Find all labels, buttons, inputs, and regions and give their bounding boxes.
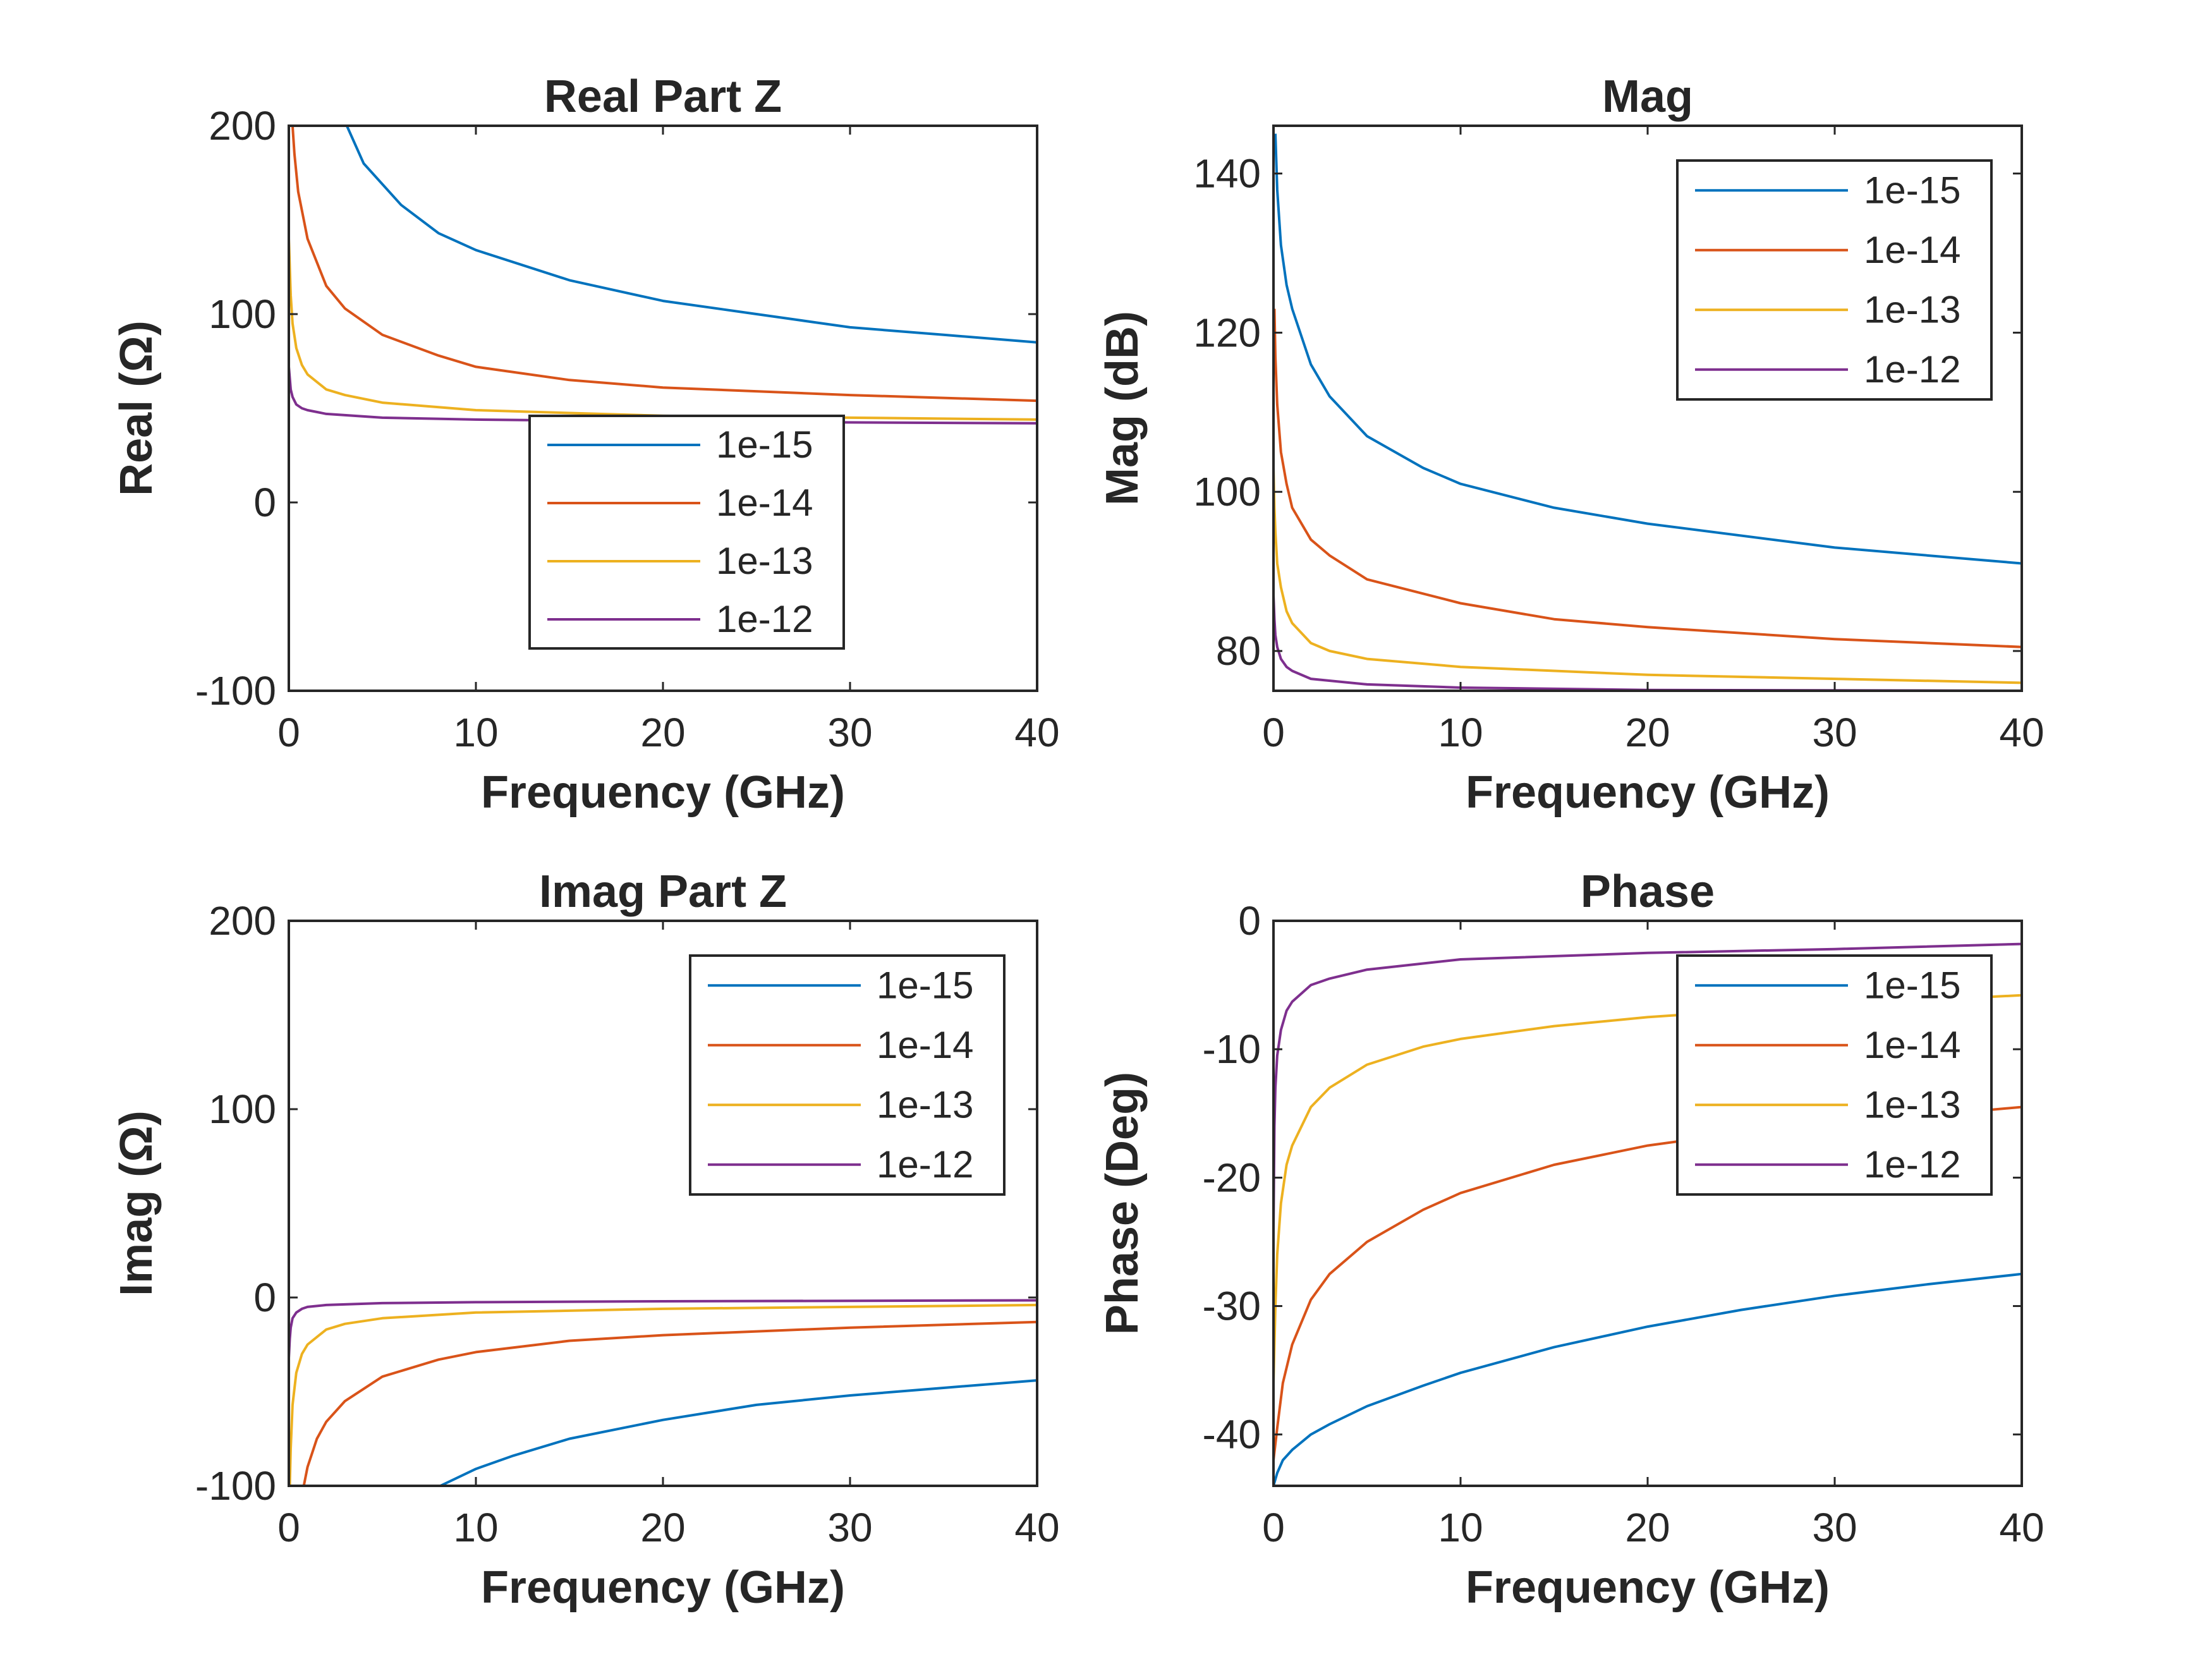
y-axis-label: Real (Ω) xyxy=(111,320,162,496)
legend: 1e-15 1e-14 1e-13 1e-12 xyxy=(689,954,1006,1196)
x-axis-label: Frequency (GHz) xyxy=(1466,767,1830,818)
x-tick-label: 20 xyxy=(640,710,685,755)
y-tick-label: 100 xyxy=(1193,469,1261,514)
legend-label: 1e-13 xyxy=(1864,1083,1960,1126)
y-axis-label: Phase (Deg) xyxy=(1097,1072,1148,1335)
legend-box xyxy=(689,954,1006,1196)
series-line-1e-15 xyxy=(1273,1272,2022,1486)
legend-label: 1e-14 xyxy=(877,1024,973,1066)
chart-title: Imag Part Z xyxy=(539,866,787,917)
legend-label: 1e-14 xyxy=(1864,229,1960,271)
x-tick-label: 20 xyxy=(1625,710,1670,755)
y-axis-label: Imag (Ω) xyxy=(111,1110,162,1296)
x-tick-label: 20 xyxy=(1625,1505,1670,1550)
x-tick-label: 0 xyxy=(277,710,300,755)
legend-label: 1e-15 xyxy=(877,964,973,1006)
legend-label: 1e-14 xyxy=(716,482,813,524)
y-tick-label: -100 xyxy=(195,1463,276,1509)
x-tick-label: 10 xyxy=(1438,1505,1483,1550)
x-tick-label: 40 xyxy=(1014,710,1059,755)
y-tick-label: 100 xyxy=(209,291,276,337)
x-tick-label: 0 xyxy=(1262,1505,1285,1550)
legend-label: 1e-13 xyxy=(716,540,813,582)
y-tick-label: -10 xyxy=(1203,1026,1261,1072)
y-tick-label: -100 xyxy=(195,668,276,714)
series-line-1e-13 xyxy=(1273,994,2022,1383)
y-tick-label: 120 xyxy=(1193,310,1261,355)
series-line-1e-15 xyxy=(345,126,1037,344)
legend: 1e-15 1e-14 1e-13 1e-12 xyxy=(528,415,845,650)
y-tick-label: 100 xyxy=(209,1086,276,1132)
y-tick-label: 200 xyxy=(209,103,276,149)
series-line-1e-13 xyxy=(1273,468,2022,684)
x-tick-label: 10 xyxy=(453,1505,498,1550)
legend-label: 1e-14 xyxy=(1864,1024,1960,1066)
x-tick-label: 40 xyxy=(1014,1505,1059,1550)
legend-box xyxy=(1676,954,1993,1196)
y-tick-label: -30 xyxy=(1203,1284,1261,1329)
legend-label: 1e-12 xyxy=(877,1143,973,1186)
x-tick-label: 10 xyxy=(1438,710,1483,755)
series-line-1e-12 xyxy=(289,1299,1037,1358)
chart-title: Phase xyxy=(1581,866,1715,917)
series-line-1e-15 xyxy=(1274,133,2022,565)
legend-label: 1e-15 xyxy=(716,423,813,466)
y-tick-label: -40 xyxy=(1203,1412,1261,1457)
x-tick-label: 20 xyxy=(640,1505,685,1550)
y-tick-label: 80 xyxy=(1216,628,1261,674)
y-tick-label: 0 xyxy=(1238,898,1261,944)
legend-label: 1e-13 xyxy=(1864,288,1960,331)
series-line-1e-15 xyxy=(439,1379,1037,1486)
series-line-1e-12 xyxy=(1273,942,2022,1229)
x-axis-label: Frequency (GHz) xyxy=(481,767,845,818)
y-tick-label: 140 xyxy=(1193,151,1261,197)
legend-label: 1e-13 xyxy=(877,1083,973,1126)
legend-label: 1e-12 xyxy=(716,598,813,640)
subplot-2: 0 10 20 30 40 80 100 120 140 Mag Frequency (GHz) Ma… xyxy=(1097,71,2045,818)
x-tick-label: 30 xyxy=(1812,710,1857,755)
x-tick-label: 10 xyxy=(453,710,498,755)
subplot-4: 0 10 20 30 40 -40 -30 -20 -10 0 Phase Frequency (GH… xyxy=(1097,866,2045,1613)
legend-label: 1e-12 xyxy=(1864,1143,1960,1186)
y-tick-label: -20 xyxy=(1203,1155,1261,1200)
y-axis-label: Mag (dB) xyxy=(1097,311,1148,506)
y-tick-label: 0 xyxy=(253,480,276,525)
legend-label: 1e-15 xyxy=(1864,964,1960,1006)
series-line-1e-14 xyxy=(1273,308,2022,648)
x-axis-label: Frequency (GHz) xyxy=(1466,1562,1830,1613)
legend: 1e-15 1e-14 1e-13 1e-12 xyxy=(1676,159,1993,401)
y-tick-label: 0 xyxy=(253,1275,276,1320)
legend: 1e-15 1e-14 1e-13 1e-12 xyxy=(1676,954,1993,1196)
legend-box xyxy=(528,415,845,650)
x-tick-label: 30 xyxy=(827,1505,872,1550)
legend-label: 1e-15 xyxy=(1864,169,1960,211)
series-line-1e-12 xyxy=(289,367,1037,425)
x-tick-label: 40 xyxy=(1999,1505,2044,1550)
x-axis-label: Frequency (GHz) xyxy=(481,1562,845,1613)
series-line-1e-12 xyxy=(1273,595,2022,691)
chart-title: Mag xyxy=(1602,71,1693,122)
legend-label: 1e-12 xyxy=(1864,348,1960,391)
x-tick-label: 30 xyxy=(1812,1505,1857,1550)
x-tick-label: 0 xyxy=(1262,710,1285,755)
x-tick-label: 0 xyxy=(277,1505,300,1550)
x-tick-label: 40 xyxy=(1999,710,2044,755)
chart-title: Real Part Z xyxy=(544,71,782,122)
series-line-1e-14 xyxy=(291,126,1037,403)
y-tick-label: 200 xyxy=(209,898,276,944)
legend-box xyxy=(1676,159,1993,401)
series-line-1e-14 xyxy=(302,1320,1037,1486)
series-line-1e-13 xyxy=(289,1303,1037,1486)
x-tick-label: 30 xyxy=(827,710,872,755)
